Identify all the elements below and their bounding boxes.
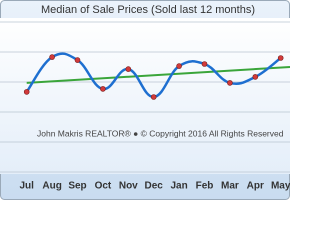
x-tick-label: Jan bbox=[170, 181, 187, 192]
marker bbox=[49, 54, 55, 60]
marker bbox=[74, 57, 81, 63]
trend-line bbox=[26, 66, 291, 84]
x-tick-label: Aug bbox=[42, 181, 61, 192]
chart: Median of Sale Prices (Sold last 12 mont… bbox=[0, 0, 291, 200]
x-tick-label: Dec bbox=[145, 181, 164, 192]
x-tick-label: Nov bbox=[119, 181, 138, 192]
x-tick-label: Feb bbox=[196, 181, 214, 192]
marker bbox=[23, 89, 30, 95]
marker bbox=[150, 94, 157, 100]
x-tick-label: Sep bbox=[68, 181, 86, 192]
plot-area bbox=[0, 18, 290, 174]
x-tick-label: Apr bbox=[247, 181, 264, 192]
x-tick-label: Mar bbox=[221, 181, 239, 192]
marker bbox=[227, 80, 233, 86]
marker bbox=[100, 86, 106, 92]
marker bbox=[277, 55, 284, 61]
chart-title: Median of Sale Prices (Sold last 12 mont… bbox=[41, 4, 255, 16]
x-tick-label: May bbox=[271, 181, 290, 192]
x-tick-label: Oct bbox=[95, 181, 112, 192]
marker bbox=[252, 74, 259, 80]
watermark: John Makris REALTOR® ● © Copyright 2016 … bbox=[37, 128, 284, 138]
x-tick-label: Jul bbox=[19, 181, 34, 192]
marker bbox=[201, 61, 208, 67]
marker bbox=[176, 63, 182, 69]
marker bbox=[125, 66, 132, 72]
